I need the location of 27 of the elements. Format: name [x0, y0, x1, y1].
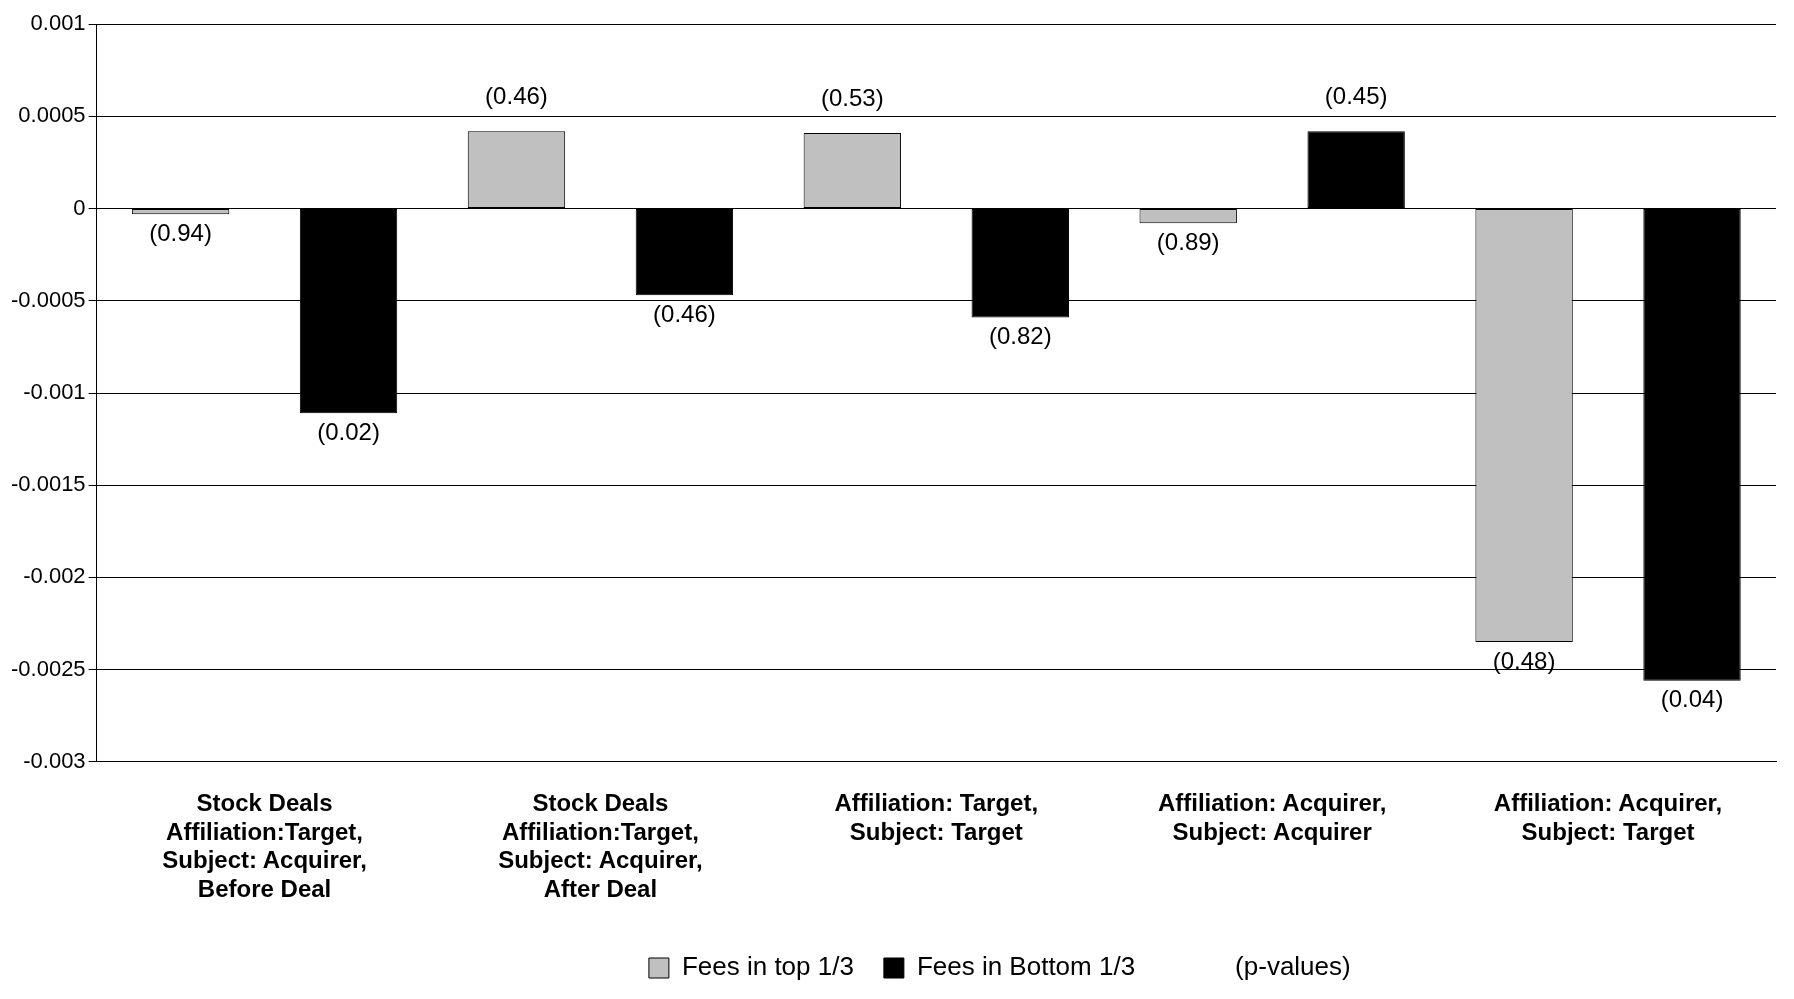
- y-tick-label: -0.0015: [10, 471, 86, 497]
- annotation: (0.46): [653, 299, 716, 327]
- y-tick-label: 0.001: [30, 10, 86, 36]
- x-tick-label: Affiliation: Target, Subject: Target: [834, 788, 1039, 845]
- legend-label: Fees in Bottom 1/3: [916, 951, 1136, 982]
- annotation: (0.82): [988, 322, 1052, 350]
- y-tick-label: -0.0025: [10, 655, 86, 681]
- y-tick-label: 0: [73, 194, 86, 220]
- legend-label: Fees in top 1/3: [681, 951, 854, 982]
- annotation: (0.45): [1324, 81, 1388, 109]
- y-tick-label: -0.002: [23, 563, 86, 589]
- annotation: (0.46): [485, 81, 548, 109]
- text: (p-values): [1235, 951, 1351, 982]
- annotation: (0.48): [1492, 646, 1556, 674]
- annotation: (0.94): [149, 218, 212, 246]
- annotation: (0.04): [1660, 685, 1724, 713]
- y-tick-label: -0.0005: [10, 286, 86, 312]
- annotation: (0.53): [820, 83, 884, 111]
- y-tick-label: -0.003: [23, 747, 86, 773]
- x-tick-label: Stock Deals Affiliation:Target, Subject: Acquirer, After Deal: [498, 788, 703, 903]
- x-tick-label: Affiliation: Acquirer, Subject: Target: [1493, 788, 1723, 845]
- annotation: (0.02): [317, 417, 380, 445]
- x-tick-label: Affiliation: Acquirer, Subject: Acquirer: [1157, 788, 1387, 845]
- x-tick-label: Stock Deals Affiliation:Target, Subject: Acquirer, Before Deal: [162, 788, 367, 903]
- y-tick-label: 0.0005: [18, 102, 86, 128]
- y-tick-label: -0.001: [23, 379, 86, 405]
- annotation: (0.89): [1156, 227, 1220, 255]
